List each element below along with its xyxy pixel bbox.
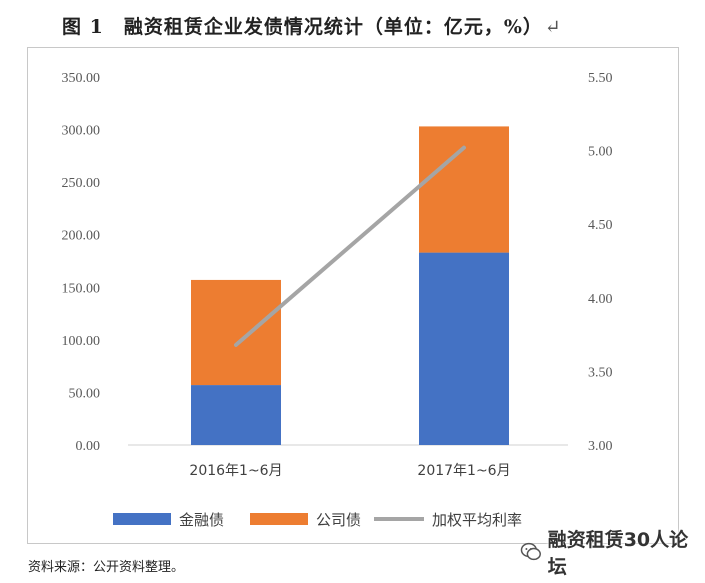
y-right-tick-label: 3.50 — [588, 365, 613, 380]
y-left-tick-label: 350.00 — [62, 71, 101, 86]
y-left-tick-label: 150.00 — [62, 281, 101, 296]
y-left-tick-label: 100.00 — [62, 334, 101, 349]
bar-financial-bond — [191, 385, 281, 445]
legend-financial-bond-swatch — [113, 513, 171, 525]
y-left-tick-label: 300.00 — [62, 124, 101, 139]
y-right-tick-label: 4.50 — [588, 218, 613, 233]
y-right-tick-label: 5.00 — [588, 145, 613, 160]
y-left-tick-label: 0.00 — [76, 439, 101, 454]
legend-corporate-bond-label: 公司债 — [316, 511, 361, 529]
x-tick-label: 2016年1~6月 — [189, 463, 282, 479]
chart-frame — [27, 47, 679, 544]
legend-avg-rate-label: 加权平均利率 — [432, 511, 522, 529]
x-tick-label: 2017年1~6月 — [417, 463, 510, 479]
watermark: 融资租赁30人论坛 — [520, 525, 705, 579]
y-right-tick-label: 4.00 — [588, 292, 613, 307]
legend-financial-bond-label: 金融债 — [179, 511, 224, 529]
bar-corporate-bond — [419, 126, 509, 253]
bar-financial-bond — [419, 252, 509, 445]
return-mark: ↵ — [544, 16, 562, 38]
wechat-icon — [520, 542, 541, 561]
y-left-tick-label: 200.00 — [62, 229, 101, 244]
chart-title-text: 图 1 融资租赁企业发债情况统计（单位：亿元，%） — [62, 16, 543, 38]
y-right-tick-label: 3.00 — [588, 439, 613, 454]
y-left-tick-label: 250.00 — [62, 176, 101, 191]
line-weighted-avg-rate — [234, 145, 466, 347]
source-note: 资料来源：公开资料整理。 — [28, 560, 185, 575]
chart-title: 图 1 融资租赁企业发债情况统计（单位：亿元，%） ↵ — [62, 12, 562, 39]
y-left-tick-label: 50.00 — [69, 386, 101, 401]
watermark-text: 融资租赁30人论坛 — [547, 529, 689, 578]
bar-corporate-bond — [191, 279, 281, 386]
y-right-tick-label: 5.50 — [588, 71, 613, 86]
legend-corporate-bond-swatch — [250, 513, 308, 525]
